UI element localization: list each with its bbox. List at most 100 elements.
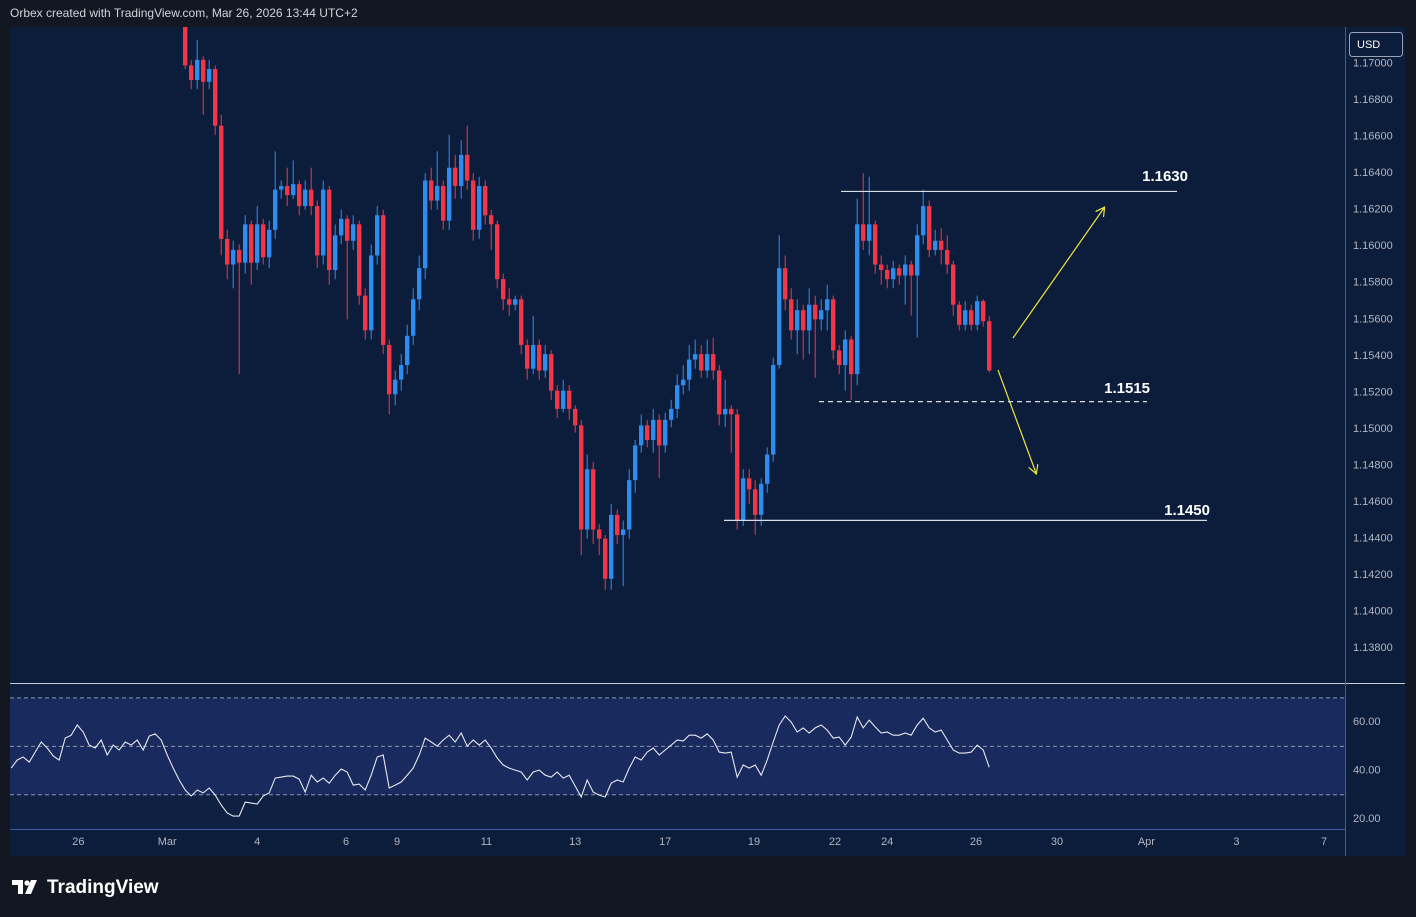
level-label: 1.1515 — [1104, 380, 1150, 397]
x-tick-label: 17 — [659, 836, 671, 848]
rsi-tick-label: 20.00 — [1353, 813, 1381, 825]
candle-body — [465, 154, 470, 181]
y-tick-label: 1.16200 — [1353, 204, 1393, 216]
candle-body — [417, 268, 422, 300]
y-tick-label: 1.16600 — [1353, 131, 1393, 143]
candle-body — [681, 379, 686, 386]
candle-body — [303, 189, 308, 207]
candle-body — [933, 240, 938, 250]
candle-body — [459, 154, 464, 186]
candle-body — [891, 268, 896, 280]
candle-body — [651, 419, 656, 440]
candle-body — [405, 335, 410, 366]
candle-body — [291, 184, 296, 196]
candle-body — [831, 299, 836, 351]
candle-body — [483, 185, 488, 216]
logo-icon — [12, 880, 37, 894]
candle-body — [507, 299, 512, 305]
candle-body — [867, 224, 872, 241]
candle-body — [411, 299, 416, 336]
candle-body — [579, 425, 584, 530]
candle-body — [747, 478, 752, 490]
candle-body — [531, 344, 536, 369]
x-tick-label: 26 — [970, 836, 982, 848]
candle-body — [633, 445, 638, 481]
candle-body — [687, 359, 692, 380]
candle-body — [213, 69, 218, 126]
candle-body — [981, 301, 986, 322]
header-title: Orbex created with TradingView.com, Mar … — [10, 6, 358, 20]
y-tick-label: 1.16400 — [1353, 167, 1393, 179]
candle-body — [759, 483, 764, 515]
candle-body — [543, 354, 548, 371]
candle-body — [663, 419, 668, 446]
candle-body — [387, 344, 392, 395]
candle-body — [873, 224, 878, 265]
candle-body — [693, 354, 698, 360]
y-tick-label: 1.14800 — [1353, 459, 1393, 471]
candle-body — [837, 350, 842, 366]
candle-body — [225, 238, 230, 265]
level-label: 1.1630 — [1142, 168, 1188, 185]
candle-body — [939, 240, 944, 250]
candle-body — [555, 390, 560, 409]
candle-body — [441, 185, 446, 221]
x-tick-label: 4 — [254, 836, 260, 848]
x-tick-label: 3 — [1233, 836, 1239, 848]
candle-body — [825, 299, 830, 311]
candle-body — [699, 354, 704, 371]
candle-body — [435, 185, 440, 201]
candle-body — [309, 189, 314, 207]
y-tick-label: 1.14600 — [1353, 496, 1393, 508]
candle-body — [615, 514, 620, 535]
candle-body — [597, 529, 602, 539]
x-tick-label: 24 — [881, 836, 893, 848]
candle-body — [795, 310, 800, 331]
y-tick-label: 1.16800 — [1353, 94, 1393, 106]
candle-body — [381, 215, 386, 345]
candle-body — [855, 224, 860, 375]
candle-body — [369, 255, 374, 331]
candle-body — [363, 295, 368, 331]
candle-body — [471, 180, 476, 230]
down-arrow — [997, 369, 1036, 473]
candle-body — [627, 480, 632, 530]
candle-body — [813, 304, 818, 320]
candle-body — [801, 310, 806, 331]
candle-body — [279, 185, 284, 190]
candle-body — [807, 304, 812, 331]
x-tick-label: 30 — [1051, 836, 1063, 848]
candle-body — [429, 180, 434, 201]
candle-body — [777, 268, 782, 366]
candle-body — [987, 321, 992, 371]
candle-body — [375, 215, 380, 256]
candle-body — [603, 538, 608, 579]
y-tick-label: 1.16000 — [1353, 240, 1393, 252]
y-tick-label: 1.14000 — [1353, 606, 1393, 618]
candle-body — [261, 224, 266, 258]
currency: USD — [1357, 39, 1380, 51]
candle-body — [609, 514, 614, 579]
candle-body — [501, 279, 506, 300]
candle-body — [297, 184, 302, 207]
candle-body — [243, 224, 248, 263]
x-tick-label: 22 — [829, 836, 841, 848]
candle-body — [549, 354, 554, 391]
x-tick-label: 11 — [481, 836, 492, 848]
x-tick-label: 7 — [1321, 836, 1327, 848]
candle-body — [567, 390, 572, 409]
candle-body — [591, 469, 596, 530]
x-tick-label: 19 — [748, 836, 760, 848]
candle-body — [255, 224, 260, 263]
y-tick-label: 1.15800 — [1353, 277, 1393, 289]
candle-body — [819, 310, 824, 320]
candle-body — [315, 206, 320, 256]
candle-body — [951, 264, 956, 305]
y-tick-label: 1.13800 — [1353, 642, 1393, 654]
candle-body — [351, 224, 356, 241]
currency-box[interactable] — [1349, 32, 1403, 57]
candle-body — [705, 354, 710, 371]
candle-body — [519, 299, 524, 345]
